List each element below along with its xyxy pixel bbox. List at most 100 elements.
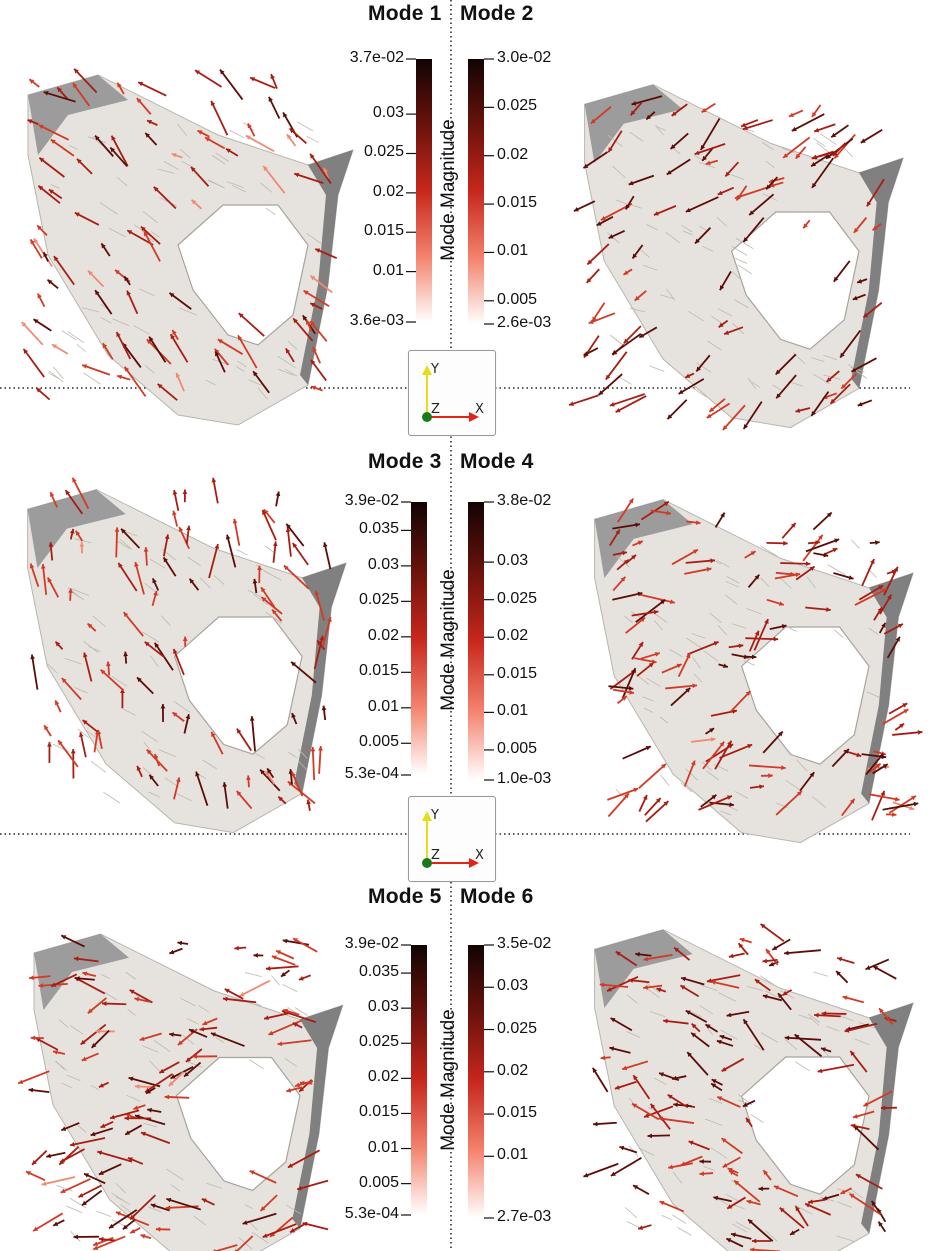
colorbar-tick-label: 0.02 bbox=[367, 626, 399, 644]
arrow-head bbox=[74, 212, 80, 217]
mesh-facet bbox=[116, 540, 130, 550]
mesh-facet bbox=[173, 700, 191, 713]
arrow-head bbox=[814, 127, 820, 133]
arrow-head bbox=[283, 1008, 289, 1014]
mesh-facet bbox=[820, 1196, 835, 1202]
arrow-head bbox=[262, 1233, 268, 1238]
arrow-head bbox=[111, 135, 116, 141]
y-axis-label: Y bbox=[430, 808, 439, 823]
displacement-arrow bbox=[883, 566, 899, 596]
arrow-head bbox=[605, 374, 611, 380]
mesh-facet bbox=[142, 631, 160, 643]
arrow-head bbox=[285, 527, 291, 533]
arrow-head bbox=[160, 704, 166, 709]
mesh-facet bbox=[213, 575, 225, 585]
arrow-head bbox=[323, 167, 328, 173]
displacement-arrow bbox=[628, 174, 655, 186]
arrow-head bbox=[232, 518, 238, 524]
arrow-head bbox=[720, 512, 725, 518]
arrow-head bbox=[722, 425, 728, 431]
arrow-head bbox=[68, 588, 73, 593]
arrow-head bbox=[122, 1224, 128, 1230]
colorbar-tick-label: 0.015 bbox=[363, 222, 404, 240]
mesh-facet bbox=[716, 559, 730, 568]
mesh-facet bbox=[626, 1221, 641, 1229]
displacement-arrow bbox=[97, 1150, 133, 1163]
arrow-head bbox=[643, 985, 648, 990]
arrow-head bbox=[747, 744, 753, 749]
arrow-head bbox=[268, 96, 273, 102]
displacement-arrow bbox=[166, 1197, 202, 1211]
mode-1-mesh bbox=[21, 68, 354, 426]
displacement-arrow bbox=[41, 1176, 76, 1186]
colorbar-tick-label: 0.02 bbox=[367, 1068, 399, 1086]
mesh-facet bbox=[287, 340, 298, 350]
arrow-head bbox=[629, 689, 634, 695]
displacement-arrow bbox=[700, 117, 721, 151]
displacement-arrow bbox=[72, 82, 91, 107]
displacement-arrow bbox=[747, 1218, 774, 1242]
arrow-head bbox=[716, 1039, 722, 1045]
arrow-head bbox=[784, 950, 789, 956]
displacement-arrow bbox=[53, 255, 75, 286]
arrow-head bbox=[643, 956, 649, 962]
z-axis bbox=[422, 412, 432, 422]
arrow-head bbox=[596, 221, 602, 226]
arrow-head bbox=[72, 477, 77, 483]
arrow-head bbox=[852, 1113, 858, 1119]
displacement-arrow bbox=[684, 567, 712, 575]
arrow-head bbox=[214, 351, 220, 357]
mesh-facet bbox=[249, 1059, 264, 1070]
arrow-head bbox=[165, 1205, 171, 1211]
arrow-head bbox=[224, 988, 230, 994]
colorbar-tick-label: 0.01 bbox=[497, 702, 529, 720]
mesh-facet bbox=[691, 386, 707, 398]
arrow-head bbox=[811, 410, 816, 416]
arrow-head bbox=[878, 585, 884, 590]
displacement-arrow bbox=[882, 802, 919, 811]
mesh-facet bbox=[253, 594, 268, 606]
arrow-head bbox=[635, 952, 640, 957]
arrow-head bbox=[750, 551, 756, 556]
mesh-facet bbox=[90, 1084, 100, 1091]
mesh-facet bbox=[660, 294, 675, 300]
arrow-head bbox=[172, 329, 177, 335]
displacement-arrow bbox=[69, 1137, 106, 1147]
arrow-head bbox=[53, 1221, 59, 1226]
mode-4-colorbar bbox=[468, 502, 484, 780]
arrow-head bbox=[666, 510, 672, 516]
colorbar-tick-label: 0.02 bbox=[497, 145, 529, 163]
displacement-arrow bbox=[58, 1146, 80, 1166]
displacement-arrow bbox=[621, 667, 637, 700]
displacement-arrow bbox=[694, 143, 726, 155]
mesh-opening bbox=[177, 204, 309, 346]
mesh-facet bbox=[686, 637, 704, 650]
displacement-arrow bbox=[61, 677, 82, 701]
arrow-head bbox=[318, 746, 323, 751]
mesh-facet bbox=[96, 1211, 112, 1218]
mesh-facet bbox=[726, 576, 740, 584]
mesh-facet bbox=[692, 657, 701, 669]
displacement-arrow bbox=[814, 1014, 841, 1018]
colorbar-tick-label: 0.025 bbox=[497, 97, 538, 115]
mesh-facet bbox=[71, 588, 90, 596]
displacement-arrow bbox=[223, 782, 229, 809]
displacement-arrow bbox=[583, 1162, 619, 1178]
arrow-head bbox=[249, 1170, 255, 1175]
arrow-head bbox=[671, 111, 677, 116]
mesh-facet bbox=[66, 1205, 83, 1214]
arrow-head bbox=[53, 1049, 58, 1055]
displacement-arrow bbox=[245, 134, 275, 153]
arrow-head bbox=[769, 961, 775, 967]
arrow-head bbox=[783, 540, 788, 546]
displacement-arrow bbox=[81, 364, 111, 376]
arrow-head bbox=[769, 182, 775, 188]
arrow-head bbox=[81, 1056, 87, 1062]
arrow-head bbox=[742, 1102, 748, 1107]
arrow-head bbox=[612, 349, 618, 355]
arrow-head bbox=[663, 801, 669, 806]
arrow-head bbox=[73, 956, 79, 962]
mesh-facet bbox=[772, 384, 782, 391]
displacement-arrow bbox=[238, 312, 265, 337]
displacement-arrow bbox=[631, 610, 659, 617]
